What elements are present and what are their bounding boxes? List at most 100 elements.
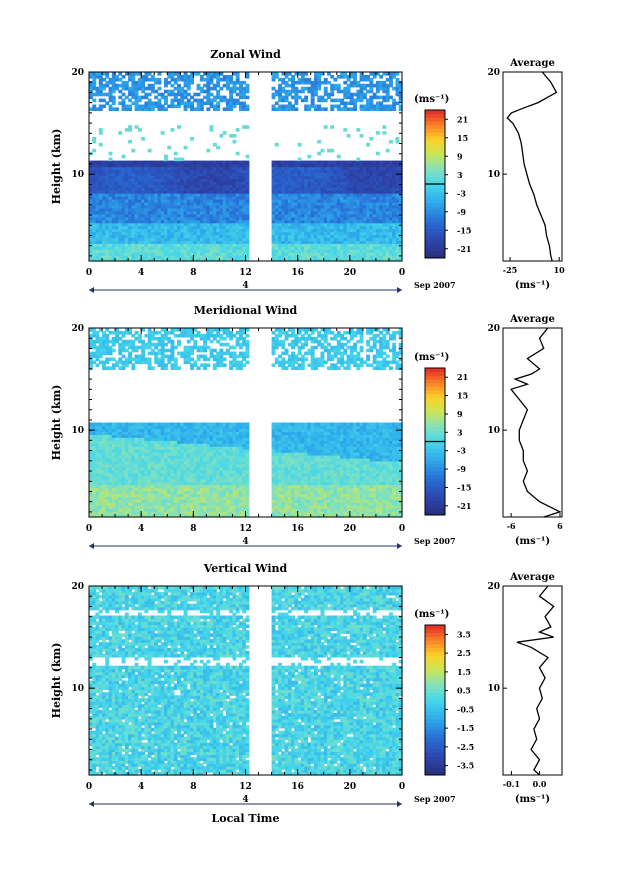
- heatmap-cell: [320, 225, 325, 230]
- heatmap-cell: [271, 184, 276, 188]
- heatmap-cell: [300, 196, 305, 200]
- heatmap-cell: [284, 172, 289, 176]
- heatmap-cell: [98, 466, 103, 471]
- heatmap-cell: [105, 75, 110, 79]
- heatmap-cell: [150, 490, 155, 494]
- heatmap-cell: [141, 342, 146, 347]
- heatmap-cell: [291, 219, 295, 224]
- heatmap-cell: [154, 484, 159, 489]
- heatmap-cell: [108, 502, 113, 506]
- heatmap-cell: [111, 178, 116, 182]
- heatmap-cell: [340, 240, 344, 244]
- heatmap-cell: [327, 216, 331, 221]
- heatmap-cell: [359, 184, 364, 188]
- heatmap-cell: [186, 101, 191, 106]
- heatmap-cell: [356, 240, 361, 244]
- heatmap-cell: [304, 190, 309, 194]
- heatmap-cell: [157, 249, 162, 253]
- heatmap-cell: [212, 193, 217, 197]
- heatmap-cell: [173, 166, 178, 171]
- heatmap-cell: [124, 499, 129, 503]
- heatmap-cell: [92, 431, 97, 435]
- heatmap-cell: [105, 246, 110, 250]
- heatmap-cell: [395, 184, 400, 188]
- heatmap-cell: [102, 463, 106, 468]
- heatmap-cell: [180, 89, 185, 94]
- heatmap-cell: [346, 193, 351, 197]
- heatmap-cell: [245, 237, 250, 241]
- heatmap-cell: [141, 422, 146, 427]
- heatmap-cell: [281, 201, 286, 206]
- heatmap-cell: [330, 187, 335, 191]
- heatmap-cell: [141, 511, 146, 515]
- heatmap-cell: [317, 196, 322, 200]
- heatmap-cell: [154, 163, 159, 168]
- heatmap-cell: [212, 219, 217, 224]
- heatmap-cell: [154, 246, 159, 250]
- heatmap-cell: [395, 92, 400, 97]
- heatmap-cell: [199, 252, 204, 256]
- heatmap-cell: [118, 222, 123, 227]
- heatmap-cell: [137, 463, 142, 468]
- heatmap-cell: [164, 199, 168, 203]
- heatmap-cell: [180, 190, 185, 194]
- heatmap-cell: [102, 216, 106, 221]
- heatmap-cell: [190, 172, 194, 176]
- heatmap-cell: [170, 184, 175, 188]
- heatmap-cell: [343, 190, 348, 194]
- heatmap-cell: [98, 142, 103, 147]
- heatmap-cell: [160, 252, 165, 256]
- heatmap-cell: [105, 428, 110, 432]
- heatmap-cell: [235, 172, 240, 176]
- heatmap-cell: [349, 243, 354, 247]
- heatmap-cell: [180, 204, 185, 209]
- heatmap-cell: [206, 193, 211, 197]
- heatmap-cell: [177, 252, 181, 256]
- heatmap-cell: [183, 169, 188, 174]
- heatmap-cell: [157, 460, 162, 465]
- heatmap-cell: [124, 342, 129, 347]
- heatmap-cell: [307, 181, 312, 185]
- heatmap-cell: [95, 455, 100, 459]
- heatmap-cell: [232, 237, 237, 241]
- heatmap-cell: [284, 228, 289, 233]
- heatmap-cell: [124, 460, 129, 465]
- heatmap-cell: [356, 89, 361, 94]
- heatmap-cell: [193, 204, 198, 209]
- heatmap-cell: [392, 204, 397, 209]
- heatmap-cell: [105, 460, 110, 465]
- heatmap-cell: [141, 163, 146, 168]
- heatmap-cell: [170, 101, 175, 106]
- heatmap-cell: [340, 207, 344, 212]
- heatmap-cell: [199, 104, 204, 109]
- heatmap-cell: [137, 190, 142, 194]
- heatmap-cell: [385, 190, 390, 194]
- heatmap-cell: [372, 246, 377, 250]
- heatmap-cell: [124, 83, 129, 88]
- heatmap-cell: [111, 443, 116, 447]
- heatmap-cell: [141, 446, 146, 450]
- heatmap-cell: [131, 348, 136, 353]
- heatmap-cell: [385, 234, 390, 238]
- heatmap-cell: [177, 222, 181, 227]
- heatmap-cell: [121, 249, 126, 253]
- heatmap-cell: [89, 199, 93, 203]
- heatmap-cell: [353, 193, 357, 197]
- heatmap-cell: [353, 204, 357, 209]
- heatmap-cell: [193, 216, 198, 221]
- heatmap-cell: [160, 490, 165, 494]
- heatmap-cell: [372, 237, 377, 241]
- heatmap-cell: [115, 193, 119, 197]
- heatmap-cell: [95, 163, 100, 168]
- heatmap-cell: [297, 95, 302, 100]
- heatmap-cell: [177, 92, 181, 97]
- heatmap-cell: [177, 181, 181, 185]
- heatmap-cell: [124, 328, 129, 332]
- heatmap-cell: [102, 333, 106, 338]
- heatmap-cell: [134, 89, 139, 94]
- heatmap-cell: [154, 460, 159, 465]
- heatmap-cell: [225, 240, 230, 244]
- heatmap-cell: [336, 240, 341, 244]
- heatmap-cell: [128, 496, 132, 500]
- heatmap-cell: [314, 169, 318, 174]
